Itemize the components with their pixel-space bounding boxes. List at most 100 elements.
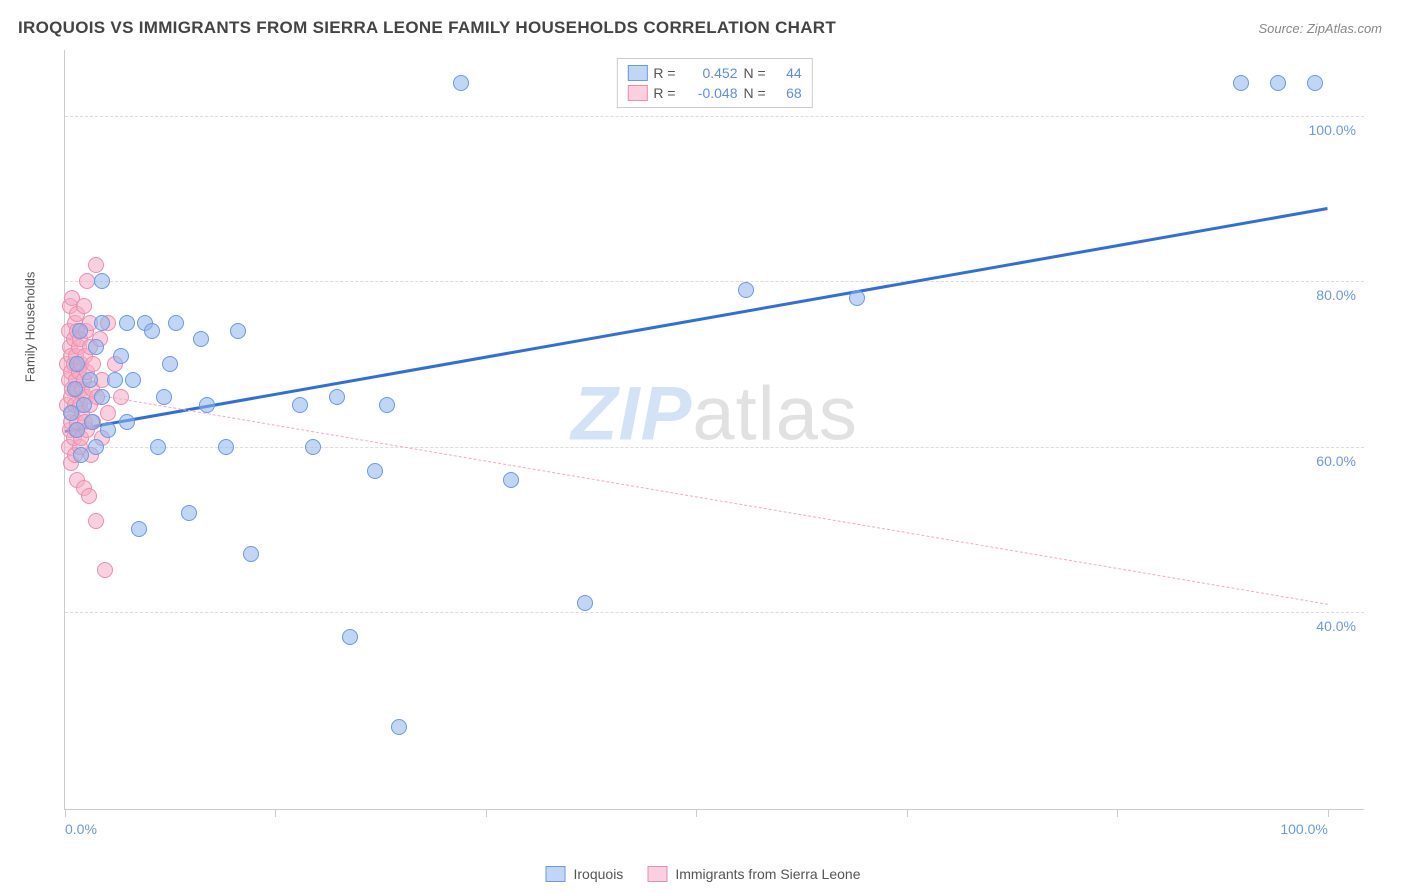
data-point bbox=[85, 356, 101, 372]
data-point bbox=[1307, 75, 1323, 91]
gridline bbox=[65, 281, 1364, 282]
data-point bbox=[72, 323, 88, 339]
data-point bbox=[1270, 75, 1286, 91]
data-point bbox=[305, 439, 321, 455]
data-point bbox=[199, 397, 215, 413]
swatch-iroquois bbox=[627, 65, 647, 81]
legend-label-iroquois: Iroquois bbox=[574, 866, 624, 882]
data-point bbox=[88, 339, 104, 355]
gridline bbox=[65, 116, 1364, 117]
gridline bbox=[65, 447, 1364, 448]
data-point bbox=[79, 273, 95, 289]
y-tick-label: 40.0% bbox=[1316, 618, 1356, 634]
data-point bbox=[88, 257, 104, 273]
data-point bbox=[342, 629, 358, 645]
swatch-sierra-leone bbox=[647, 866, 667, 882]
data-point bbox=[131, 521, 147, 537]
data-point bbox=[76, 397, 92, 413]
data-point bbox=[97, 562, 113, 578]
legend-item-iroquois: Iroquois bbox=[546, 866, 624, 882]
data-point bbox=[577, 595, 593, 611]
watermark-zip: ZIP bbox=[571, 372, 692, 457]
data-point bbox=[94, 315, 110, 331]
r-value-iroquois: 0.452 bbox=[682, 65, 738, 81]
data-point bbox=[162, 356, 178, 372]
data-point bbox=[849, 290, 865, 306]
n-label: N = bbox=[744, 85, 766, 101]
x-tick bbox=[1328, 809, 1329, 817]
data-point bbox=[168, 315, 184, 331]
data-point bbox=[69, 422, 85, 438]
legend-row-iroquois: R = 0.452 N = 44 bbox=[627, 63, 801, 83]
chart-header: IROQUOIS VS IMMIGRANTS FROM SIERRA LEONE… bbox=[0, 0, 1406, 48]
data-point bbox=[391, 719, 407, 735]
data-point bbox=[113, 389, 129, 405]
data-point bbox=[73, 447, 89, 463]
data-point bbox=[119, 315, 135, 331]
data-point bbox=[119, 414, 135, 430]
x-tick bbox=[696, 809, 697, 817]
y-tick-label: 80.0% bbox=[1316, 287, 1356, 303]
n-label: N = bbox=[744, 65, 766, 81]
data-point bbox=[100, 422, 116, 438]
x-tick bbox=[907, 809, 908, 817]
chart-title: IROQUOIS VS IMMIGRANTS FROM SIERRA LEONE… bbox=[18, 18, 836, 38]
data-point bbox=[88, 513, 104, 529]
data-point bbox=[100, 405, 116, 421]
watermark: ZIPatlas bbox=[571, 371, 858, 458]
data-point bbox=[218, 439, 234, 455]
data-point bbox=[1233, 75, 1249, 91]
x-tick bbox=[275, 809, 276, 817]
r-label: R = bbox=[653, 85, 675, 101]
data-point bbox=[69, 356, 85, 372]
data-point bbox=[367, 463, 383, 479]
data-point bbox=[503, 472, 519, 488]
data-point bbox=[150, 439, 166, 455]
data-point bbox=[81, 488, 97, 504]
data-point bbox=[84, 414, 100, 430]
x-tick-label: 0.0% bbox=[65, 821, 97, 837]
swatch-sierra-leone bbox=[627, 85, 647, 101]
data-point bbox=[76, 298, 92, 314]
y-tick-label: 100.0% bbox=[1309, 122, 1356, 138]
data-point bbox=[107, 372, 123, 388]
x-tick-label: 100.0% bbox=[1280, 821, 1327, 837]
data-point bbox=[67, 381, 83, 397]
r-label: R = bbox=[653, 65, 675, 81]
data-point bbox=[144, 323, 160, 339]
y-axis-label: Family Households bbox=[23, 272, 38, 383]
data-point bbox=[94, 389, 110, 405]
data-point bbox=[125, 372, 141, 388]
correlation-legend: R = 0.452 N = 44 R = -0.048 N = 68 bbox=[616, 58, 812, 108]
legend-label-sierra-leone: Immigrants from Sierra Leone bbox=[675, 866, 860, 882]
r-value-sierra-leone: -0.048 bbox=[682, 85, 738, 101]
swatch-iroquois bbox=[546, 866, 566, 882]
legend-item-sierra-leone: Immigrants from Sierra Leone bbox=[647, 866, 860, 882]
gridline bbox=[65, 612, 1364, 613]
x-tick bbox=[486, 809, 487, 817]
data-point bbox=[82, 372, 98, 388]
data-point bbox=[329, 389, 345, 405]
n-value-sierra-leone: 68 bbox=[772, 85, 802, 101]
data-point bbox=[230, 323, 246, 339]
chart-container: Family Households ZIPatlas R = 0.452 N =… bbox=[48, 50, 1378, 810]
trend-line bbox=[65, 389, 1328, 605]
data-point bbox=[88, 439, 104, 455]
trend-line bbox=[65, 207, 1328, 433]
data-point bbox=[193, 331, 209, 347]
legend-row-sierra-leone: R = -0.048 N = 68 bbox=[627, 83, 801, 103]
data-point bbox=[94, 273, 110, 289]
data-point bbox=[379, 397, 395, 413]
data-point bbox=[453, 75, 469, 91]
chart-source: Source: ZipAtlas.com bbox=[1258, 21, 1382, 36]
plot-area: ZIPatlas R = 0.452 N = 44 R = -0.048 N =… bbox=[64, 50, 1364, 810]
x-tick bbox=[65, 809, 66, 817]
series-legend: Iroquois Immigrants from Sierra Leone bbox=[546, 866, 861, 882]
data-point bbox=[738, 282, 754, 298]
x-tick bbox=[1117, 809, 1118, 817]
data-point bbox=[156, 389, 172, 405]
n-value-iroquois: 44 bbox=[772, 65, 802, 81]
data-point bbox=[181, 505, 197, 521]
watermark-atlas: atlas bbox=[692, 372, 858, 457]
y-tick-label: 60.0% bbox=[1316, 453, 1356, 469]
